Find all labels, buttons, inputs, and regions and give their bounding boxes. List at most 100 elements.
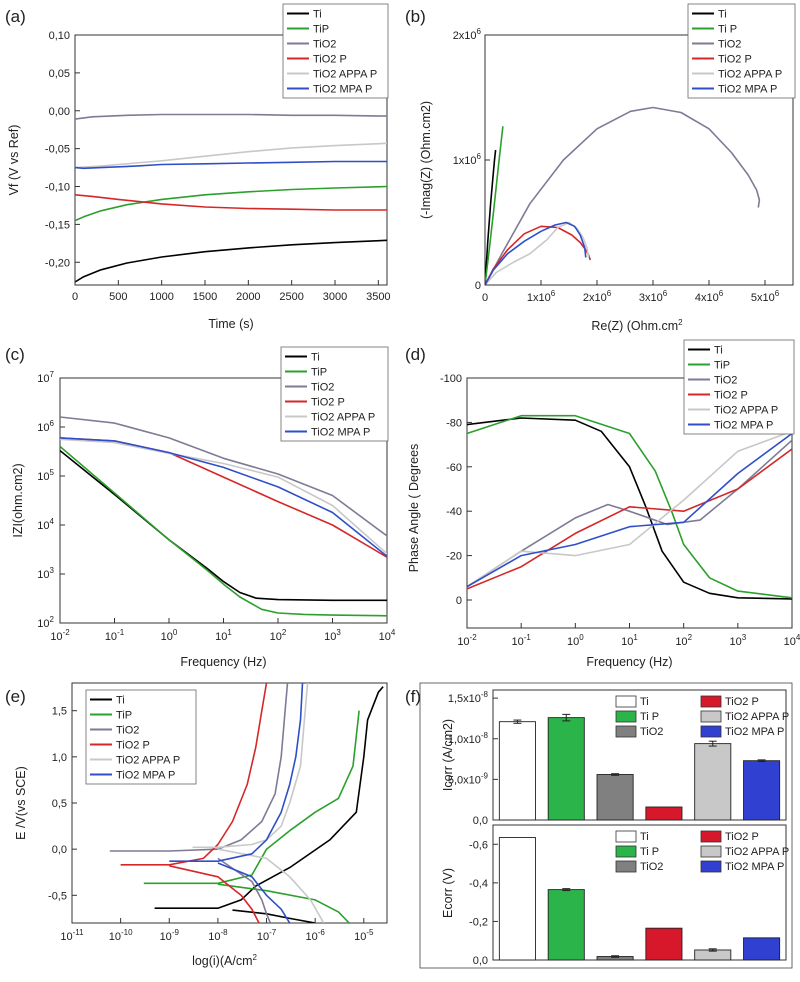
legend-label: TiO2 [116, 725, 139, 737]
x-tick-label: 10-9 [160, 928, 180, 943]
legend-label: TiO2 MPA P [116, 770, 175, 782]
bar-tio2-mpa-p [743, 760, 781, 821]
x-tick-label: 10-2 [457, 633, 477, 648]
legend-label: TiO2 P [714, 390, 748, 402]
x-tick-label: 104 [784, 633, 800, 648]
legend-swatch [615, 710, 637, 723]
x-tick-label: 102 [270, 628, 287, 643]
x-axis-label: Frequency (Hz) [586, 655, 672, 669]
series-line-tio2 [75, 113, 387, 120]
legend-label: TiO2 MPA P [714, 420, 773, 432]
legend-label: TiO2 MPA P [313, 84, 372, 96]
legend-label: Ti P [718, 24, 737, 36]
bar-plot-frame [492, 689, 787, 821]
bar-plot-frame [492, 824, 787, 961]
bar-ti [498, 837, 536, 961]
legend-swatch [700, 830, 722, 843]
legend-label: TiP [714, 360, 730, 372]
panel-label: (c) [5, 345, 25, 364]
series-group [467, 414, 792, 600]
x-axis-label: Time (s) [208, 317, 253, 331]
series-line-tio2-p [120, 683, 268, 866]
legend-label: TiO2 P [725, 696, 759, 708]
plot-frame [74, 34, 388, 286]
x-tick-label: 104 [379, 628, 396, 643]
y-tick-label: 0,05 [49, 68, 70, 80]
legend-label: TiO2 MPA P [725, 861, 784, 873]
panel-label: (e) [5, 687, 26, 706]
legend-label: TiP [311, 367, 327, 379]
y-tick-label: -0,6 [469, 839, 488, 851]
legend-label: TiO2 [313, 39, 336, 51]
y-axis-label: IZI(ohm.cm2) [11, 463, 25, 537]
bar-tio2-p [645, 927, 683, 961]
bar-tio2-appa-p [694, 743, 732, 821]
y-axis-label: Ecorr (V) [441, 868, 455, 918]
series-line-tio2-appa-p [75, 142, 387, 169]
legend-swatch [700, 845, 722, 858]
y-tick-label: 0 [475, 280, 481, 292]
legend-label: TiO2 APPA P [718, 69, 782, 81]
legend-swatch [700, 695, 722, 708]
x-tick-label: 1000 [149, 291, 173, 303]
x-tick-label: 10-6 [305, 928, 325, 943]
y-axis-label: E /V(vs SCE) [14, 766, 28, 840]
x-tick-label: 101 [215, 628, 232, 643]
legend-swatch [615, 845, 637, 858]
y-tick-label: 0,00 [49, 106, 70, 118]
legend-label: Ti [640, 696, 649, 708]
legend-label: Ti [714, 345, 723, 357]
x-axis-label: Re(Z) (Ohm.cm2 [591, 318, 683, 333]
legend-label: Ti P [640, 711, 659, 723]
legend-label: TiO2 P [116, 740, 150, 752]
x-axis-label: Frequency (Hz) [180, 655, 266, 669]
y-axis-label: Icorr (A/cm2) [441, 719, 455, 791]
legend-label: TiO2 P [725, 831, 759, 843]
y-tick-label: 5,0x10-9 [448, 771, 489, 786]
x-tick-label: 2500 [279, 291, 303, 303]
series-line-ti [75, 239, 387, 283]
x-axis-label: log(i)(A/cm2 [192, 953, 257, 968]
y-tick-label: 0,10 [49, 30, 70, 42]
x-tick-label: 10-1 [105, 628, 125, 643]
y-tick-label: -0,10 [45, 182, 70, 194]
bar-ti [498, 721, 536, 821]
x-tick-label: 10-7 [257, 928, 277, 943]
legend-swatch [615, 725, 637, 738]
bar-tio2-p [645, 806, 683, 821]
series-line-tip [467, 414, 792, 599]
legend-swatch [615, 860, 637, 873]
x-tick-label: 0 [482, 292, 488, 304]
y-tick-label: -20 [446, 551, 462, 563]
legend-label: TiO2 MPA P [311, 427, 370, 439]
y-tick-label: 106 [37, 419, 54, 434]
legend-swatch [615, 830, 637, 843]
series-line-tio2-mpa-p [60, 437, 387, 557]
y-tick-label: -0,4 [469, 878, 488, 890]
x-tick-label: 1x106 [527, 289, 556, 304]
y-tick-label: -0,05 [45, 144, 70, 156]
series-line-tio2-p-cathodic [169, 865, 260, 923]
series-line-tio2 [109, 683, 289, 852]
y-tick-label: 1,0x10-8 [448, 731, 489, 746]
y-axis-label: Phase Angle ( Degrees [407, 444, 421, 573]
legend-label: TiO2 MPA P [725, 726, 784, 738]
legend-label: Ti [313, 9, 322, 21]
panel-label: (f) [405, 687, 421, 706]
legend-label: TiO2 [311, 382, 334, 394]
x-tick-label: 4x106 [695, 289, 724, 304]
y-tick-label: 0,0 [473, 815, 488, 827]
x-tick-label: 5x106 [751, 289, 780, 304]
y-axis-label: (-Imag(Z) (Ohm.cm2) [419, 101, 433, 219]
legend-swatch [700, 710, 722, 723]
x-tick-label: 2000 [236, 291, 260, 303]
series-line-tio2-appa-p [192, 683, 309, 849]
series-line-ti-cathodic [232, 909, 316, 923]
series-line-tip [143, 710, 360, 885]
legend-label: Ti [640, 831, 649, 843]
series-line-tio2-p [75, 194, 387, 211]
series-line-tio2-mpa-p [485, 221, 587, 285]
x-tick-label: 103 [324, 628, 341, 643]
series-line-tio2-cathodic [217, 857, 272, 923]
